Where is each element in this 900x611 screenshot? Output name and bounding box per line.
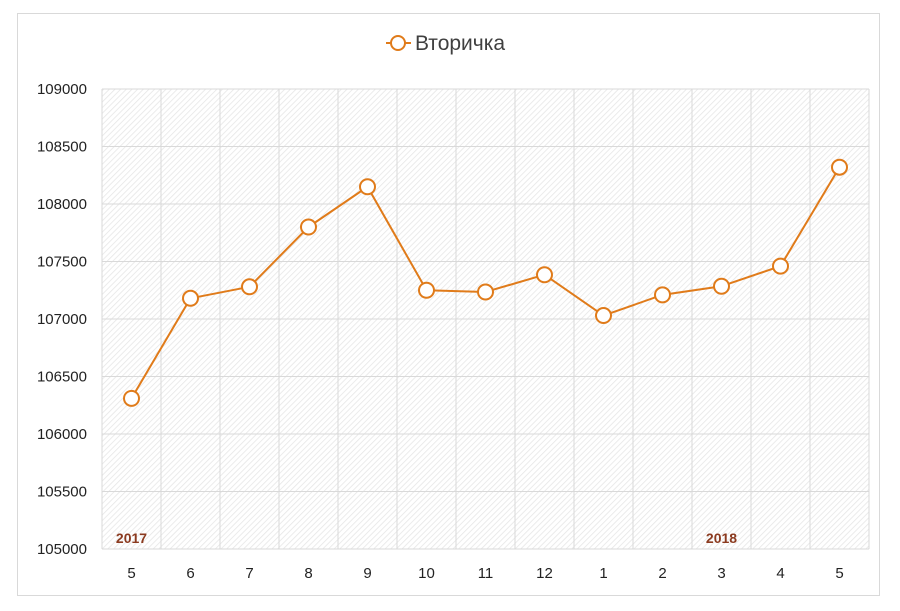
data-point bbox=[772, 257, 789, 275]
y-tick-label: 106000 bbox=[37, 426, 87, 443]
year-annotation: 2018 bbox=[706, 530, 737, 546]
x-tick-label: 12 bbox=[536, 565, 553, 582]
y-tick-label: 106500 bbox=[37, 369, 87, 386]
series-layer bbox=[123, 158, 848, 407]
y-tick-label: 107000 bbox=[37, 311, 87, 328]
year-annotations: 2017 2018 bbox=[116, 530, 737, 546]
y-tick-label: 107500 bbox=[37, 254, 87, 271]
data-point bbox=[536, 266, 553, 284]
x-tick-label: 7 bbox=[245, 565, 253, 582]
data-point bbox=[123, 389, 140, 407]
gridlines bbox=[101, 88, 870, 550]
x-tick-label: 9 bbox=[363, 565, 371, 582]
data-point bbox=[418, 281, 435, 299]
data-point bbox=[477, 283, 494, 301]
x-tick-label: 1 bbox=[599, 565, 607, 582]
y-axis-ticks: 105000 105500 106000 106500 107000 107500 1080… bbox=[37, 81, 87, 558]
y-tick-label: 108500 bbox=[37, 139, 87, 156]
x-tick-label: 3 bbox=[717, 565, 725, 582]
x-tick-label: 11 bbox=[478, 565, 494, 582]
x-axis-ticks: 5 6 7 8 9 10 11 12 1 2 3 4 5 bbox=[127, 565, 843, 582]
data-point bbox=[713, 277, 730, 295]
y-tick-label: 105000 bbox=[37, 541, 87, 558]
year-annotation: 2017 bbox=[116, 530, 147, 546]
data-point bbox=[241, 278, 258, 296]
legend: Вторичка bbox=[386, 32, 505, 55]
data-point bbox=[831, 158, 848, 176]
data-point bbox=[359, 178, 376, 196]
x-tick-label: 5 bbox=[127, 565, 135, 582]
data-point bbox=[300, 218, 317, 236]
data-point bbox=[595, 307, 612, 325]
x-tick-label: 2 bbox=[658, 565, 666, 582]
x-tick-label: 8 bbox=[304, 565, 312, 582]
y-tick-label: 109000 bbox=[37, 81, 87, 98]
y-tick-label: 108000 bbox=[37, 196, 87, 213]
legend-marker-swatch bbox=[390, 35, 406, 51]
x-tick-label: 4 bbox=[776, 565, 784, 582]
legend-label: Вторичка bbox=[415, 32, 505, 55]
data-point bbox=[654, 286, 671, 304]
x-tick-label: 6 bbox=[186, 565, 194, 582]
y-tick-label: 105500 bbox=[37, 484, 87, 501]
x-tick-label: 10 bbox=[418, 565, 435, 582]
x-tick-label: 5 bbox=[835, 565, 843, 582]
data-point bbox=[182, 289, 199, 307]
